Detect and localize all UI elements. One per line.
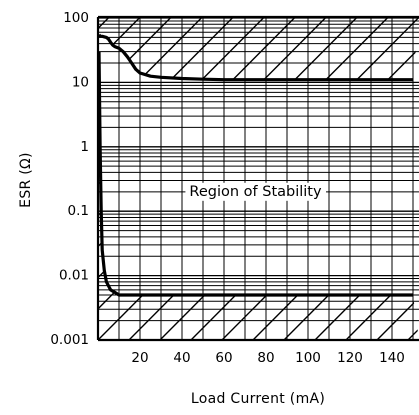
tick-labels: 100 10 1 0.1 0.01 0.001 20 40 60 80 100 120 140 xyxy=(50,10,405,366)
hatch-line xyxy=(98,17,167,80)
lower-boundary-line xyxy=(98,51,413,297)
stability-boundary-curves xyxy=(98,33,413,297)
plot-frame xyxy=(96,15,419,342)
hatch-line xyxy=(98,17,105,80)
x-tick-label: 100 xyxy=(295,350,321,366)
hatch-line xyxy=(98,17,291,80)
grid xyxy=(98,17,419,340)
hatch-line xyxy=(98,17,415,80)
x-tick-label: 60 xyxy=(215,350,232,366)
y-axis-title: ESR (Ω) xyxy=(18,152,34,208)
hatch-line xyxy=(98,51,105,340)
hatch-line xyxy=(0,0,73,342)
hatch-line xyxy=(0,0,11,342)
hatch-line xyxy=(98,17,229,80)
hatch-line xyxy=(0,0,11,342)
x-tick-label: 40 xyxy=(173,350,190,366)
y-tick-label: 0.1 xyxy=(68,203,89,219)
y-tick-label: 0.01 xyxy=(59,268,89,284)
region-label: Region of Stability xyxy=(185,182,326,201)
hatch-line xyxy=(98,17,384,80)
hatch-line xyxy=(98,17,260,80)
x-axis-title: Load Current (mA) xyxy=(191,391,325,407)
hatch-line xyxy=(98,17,419,80)
x-tick-label: 80 xyxy=(257,350,274,366)
y-tick-label: 0.001 xyxy=(50,332,89,348)
hatch-line xyxy=(0,0,73,342)
x-tick-label: 20 xyxy=(131,350,148,366)
x-tick-label: 140 xyxy=(379,350,405,366)
upper-boundary-line xyxy=(98,33,413,82)
y-tick-label: 1 xyxy=(80,139,89,155)
hatch-line xyxy=(98,17,353,80)
hatch-line xyxy=(98,17,198,80)
y-tick-label: 100 xyxy=(63,10,89,26)
y-tick-label: 10 xyxy=(72,74,89,90)
x-tick-label: 120 xyxy=(337,350,363,366)
region-of-stability-label: Region of Stability xyxy=(189,184,322,200)
hatch-line xyxy=(98,17,322,80)
